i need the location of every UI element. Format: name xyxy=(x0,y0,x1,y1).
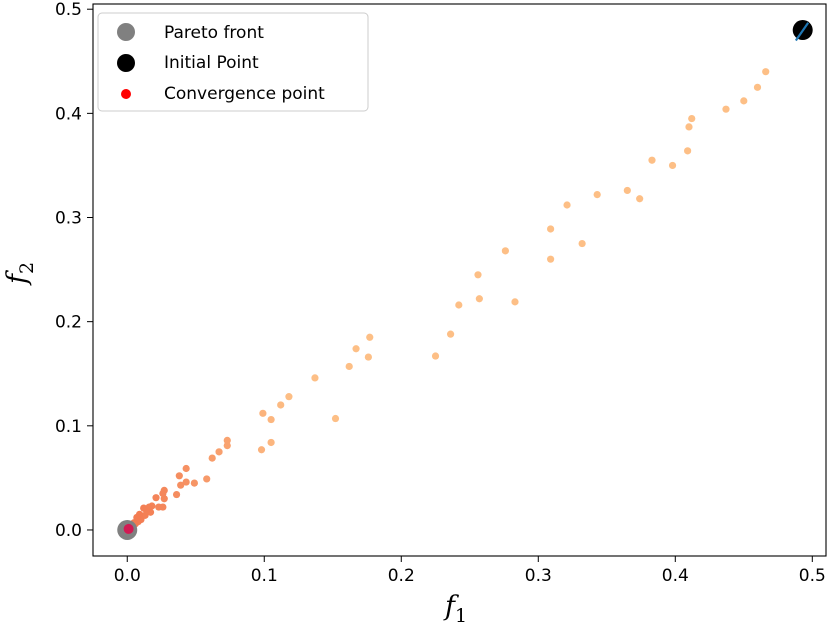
x-tick-label: 0.4 xyxy=(662,566,689,586)
trajectory-point xyxy=(474,271,482,279)
y-axis-ticks: 0.0 0.1 0.2 0.3 0.4 0.5 xyxy=(55,0,93,541)
trajectory-point xyxy=(475,295,483,303)
trajectory-point xyxy=(668,161,677,170)
x-tick-label: 0.5 xyxy=(799,566,826,586)
y-axis-label: f2 xyxy=(2,262,38,286)
legend-marker-convergence-point xyxy=(121,89,131,99)
trajectory-point xyxy=(223,442,231,450)
trajectory-point xyxy=(364,353,372,361)
trajectory-point xyxy=(684,147,692,155)
trajectory-point xyxy=(331,414,340,423)
x-tick-label: 0.1 xyxy=(251,566,278,586)
trajectory-point xyxy=(140,504,148,512)
legend-marker-pareto-front xyxy=(117,23,135,41)
trajectory-point xyxy=(259,409,267,417)
trajectory-point xyxy=(208,454,216,462)
legend-label-convergence-point: Convergence point xyxy=(164,84,325,104)
x-axis-ticks: 0.0 0.1 0.2 0.3 0.4 0.5 xyxy=(114,556,826,586)
trajectory-point xyxy=(623,186,631,195)
legend-box xyxy=(97,12,369,112)
legend-label-pareto-front: Pareto front xyxy=(164,23,264,43)
y-tick-label: 0.0 xyxy=(55,521,82,541)
trajectory-point xyxy=(722,105,730,113)
trajectory-point xyxy=(431,352,440,360)
x-axis-label: f1 xyxy=(443,591,467,627)
y-tick-label: 0.4 xyxy=(55,104,82,124)
trajectory-point xyxy=(685,123,693,131)
trajectory-point xyxy=(223,436,231,444)
trajectory-point xyxy=(267,415,275,424)
trajectory-point xyxy=(446,330,455,338)
trajectory-point xyxy=(511,298,519,306)
trajectory-point xyxy=(455,301,463,309)
plot-area-frame xyxy=(92,3,827,557)
legend-marker-initial-point xyxy=(117,54,135,72)
y-tick-label: 0.2 xyxy=(55,313,82,333)
trajectory-point xyxy=(345,362,353,371)
x-tick-label: 0.3 xyxy=(525,566,552,586)
trajectory-point xyxy=(753,83,762,91)
legend: Pareto front Initial Point Convergence p… xyxy=(97,12,369,112)
trajectory-point xyxy=(688,114,696,123)
y-tick-label: 0.1 xyxy=(55,417,82,437)
trajectory-point xyxy=(366,333,374,341)
trajectory-point xyxy=(182,464,190,473)
trajectory-point xyxy=(547,255,555,263)
convergence-point xyxy=(123,523,134,534)
trajectory-point xyxy=(593,190,601,199)
trajectory-point xyxy=(182,478,190,486)
legend-label-initial-point: Initial Point xyxy=(164,53,259,73)
x-tick-label: 0.0 xyxy=(114,566,141,586)
trajectory-points xyxy=(126,68,770,532)
trajectory-point xyxy=(257,446,266,454)
trajectory-point xyxy=(636,195,644,203)
y-tick-label: 0.5 xyxy=(55,0,82,20)
trajectory-point xyxy=(352,345,360,353)
trajectory-point xyxy=(285,393,293,401)
trajectory-point xyxy=(172,490,181,499)
trajectory-point xyxy=(648,156,656,164)
trajectory-point xyxy=(190,479,198,487)
initial-direction-segment xyxy=(794,22,810,42)
trajectory-point xyxy=(740,97,748,105)
trajectory-point xyxy=(177,481,185,489)
trajectory-point xyxy=(155,503,163,511)
y-tick-label: 0.3 xyxy=(55,209,82,229)
trajectory-point xyxy=(152,494,160,502)
trajectory-point xyxy=(215,448,223,456)
trajectory-point xyxy=(578,239,586,248)
x-tick-label: 0.2 xyxy=(388,566,415,586)
key-points xyxy=(117,20,813,540)
trajectory-point xyxy=(311,374,319,382)
trajectory-point xyxy=(277,401,285,409)
trajectory-point xyxy=(547,225,555,233)
trajectory-point xyxy=(203,475,211,483)
trajectory-point xyxy=(762,68,770,76)
trajectory-point xyxy=(563,201,571,209)
trajectory-point xyxy=(175,472,183,480)
trajectory-point xyxy=(267,438,275,447)
trajectory-point xyxy=(501,247,509,255)
trajectory-point xyxy=(159,489,167,498)
